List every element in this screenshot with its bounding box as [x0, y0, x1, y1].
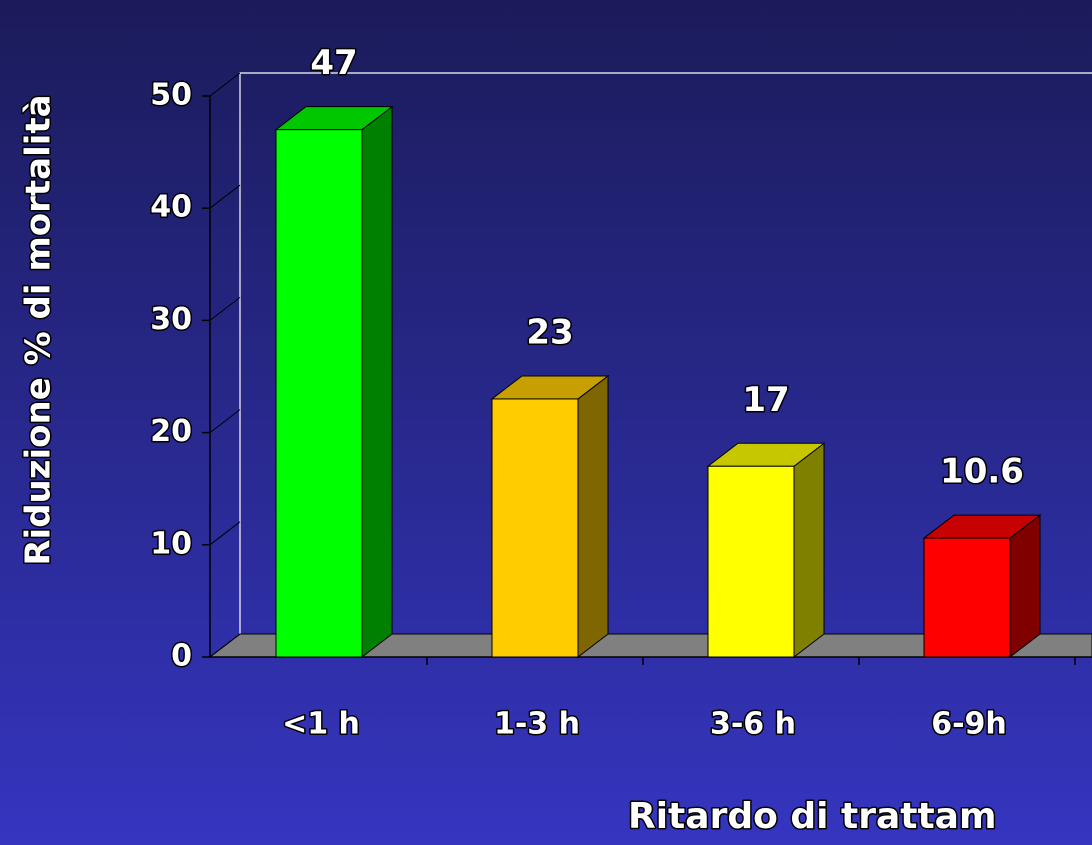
- y-tick-diag: [209, 521, 241, 546]
- value-label: 17: [742, 380, 789, 420]
- x-tick-label: 1-3 h: [494, 707, 580, 742]
- x-tick-label: <1 h: [282, 707, 360, 742]
- bar: [275, 129, 363, 658]
- y-tick-label: 40: [150, 190, 192, 225]
- bar-side: [1009, 514, 1041, 659]
- y-tick-label: 30: [150, 302, 192, 337]
- y-tick-diag: [209, 72, 241, 97]
- x-tick-label: 3-6 h: [710, 707, 796, 742]
- y-tick-label: 20: [150, 414, 192, 449]
- value-label: 10.6: [940, 452, 1024, 492]
- value-label: 23: [526, 312, 573, 352]
- bar: [707, 465, 795, 658]
- y-tick-label: 50: [150, 78, 192, 113]
- y-axis-label: Riduzione % di mortalità: [19, 94, 59, 565]
- y-tick-diag: [209, 184, 241, 209]
- bar-side: [793, 442, 825, 659]
- value-label: 47: [310, 43, 357, 83]
- y-tick-label: 0: [171, 639, 192, 674]
- y-tick-label: 10: [150, 526, 192, 561]
- bar-side: [361, 105, 393, 659]
- y-tick-diag: [209, 409, 241, 433]
- bar: [923, 537, 1011, 658]
- y-tick-diag: [209, 633, 241, 658]
- x-axis-label: Ritardo di trattam: [628, 796, 996, 837]
- x-tick-label: 6-9h: [931, 707, 1007, 742]
- y-tick-diag: [209, 297, 241, 321]
- bar-side: [577, 374, 609, 659]
- bar: [491, 398, 579, 658]
